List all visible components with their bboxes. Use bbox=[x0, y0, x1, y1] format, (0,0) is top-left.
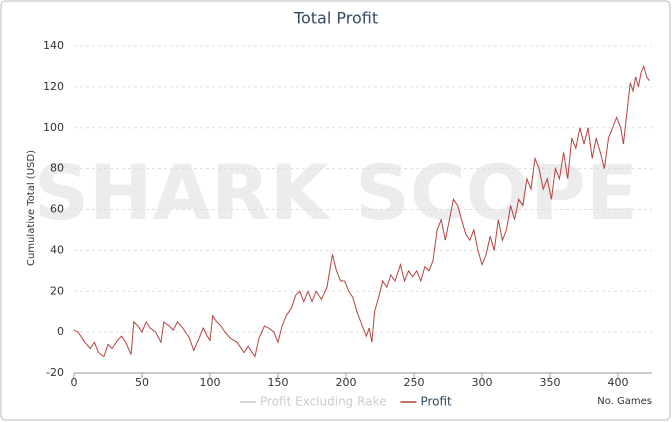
data-line bbox=[73, 64, 650, 358]
y-tick-label: 120 bbox=[43, 80, 64, 93]
y-tick-label: 100 bbox=[43, 121, 64, 134]
y-tick-label: 0 bbox=[57, 325, 64, 338]
x-axis-label: No. Games bbox=[597, 396, 652, 407]
y-tick-label: 140 bbox=[43, 39, 64, 52]
y-tick-label: 60 bbox=[50, 203, 64, 216]
x-tick-label: 400 bbox=[608, 376, 629, 389]
legend-label: Profit bbox=[420, 395, 452, 409]
y-tick-label: 40 bbox=[50, 243, 64, 256]
y-axis-label: Cumulative Total (USD) bbox=[26, 150, 37, 266]
x-tick-label: 100 bbox=[200, 376, 221, 389]
x-tick-label: 0 bbox=[71, 376, 78, 389]
watermark: SHARK SCOPE bbox=[34, 148, 638, 237]
legend-label: Profit Excluding Rake bbox=[260, 395, 386, 409]
x-tick-label: 150 bbox=[268, 376, 289, 389]
x-tick-label: 250 bbox=[404, 376, 425, 389]
y-tick-label: -20 bbox=[46, 366, 64, 379]
y-tick-label: 80 bbox=[50, 162, 64, 175]
x-tick-label: 50 bbox=[135, 376, 149, 389]
x-tick-label: 350 bbox=[540, 376, 561, 389]
x-tick-label: 200 bbox=[336, 376, 357, 389]
x-tick-label: 300 bbox=[472, 376, 493, 389]
chart-title: Total Profit bbox=[293, 9, 378, 28]
y-tick-label: 20 bbox=[50, 284, 64, 297]
